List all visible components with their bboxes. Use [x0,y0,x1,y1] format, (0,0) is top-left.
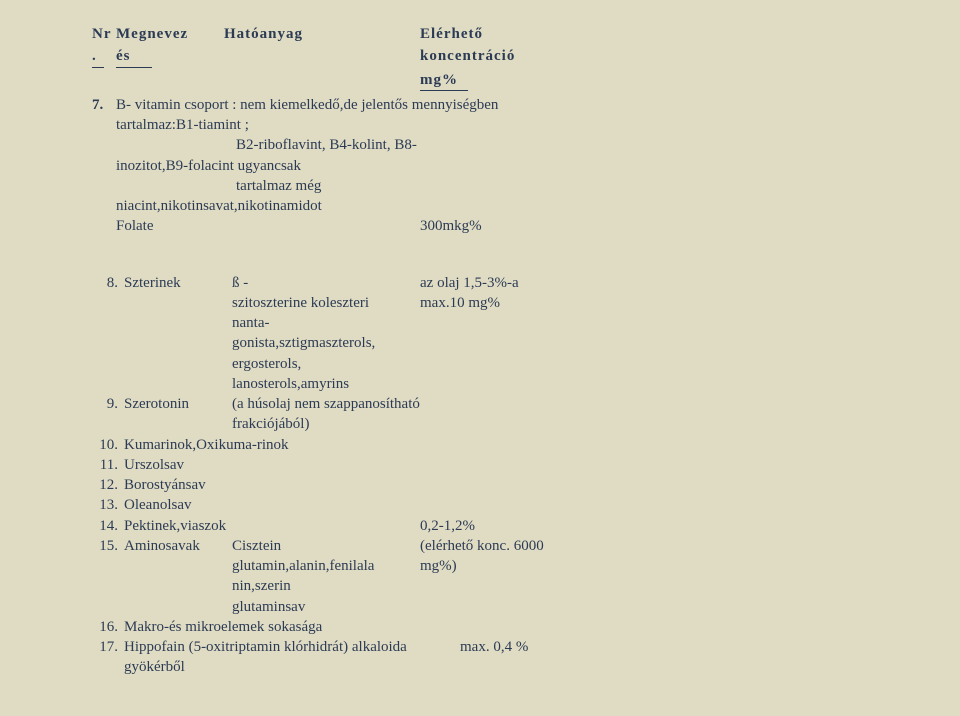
row9-num: 9. [92,394,124,414]
row7-l4: inozitot,B9-folacint ugyancsak [116,156,960,176]
hdr-conc1: Elérhető [420,24,620,44]
row8-name: Szterinek [124,273,232,293]
row-11: 11.Urszolsav [92,455,960,475]
row7-l1: B- vitamin csoport : nem kiemelkedő,de j… [116,95,960,115]
row8-i3: nanta- [232,313,420,333]
row-14: 14. Pektinek,viaszok 0,2-1,2% [92,516,960,536]
row8-i1: ß - [232,273,420,293]
row8-i2: szitoszterine koleszteri [232,293,420,313]
hdr-conc2: koncentráció [420,46,620,67]
row8-i5: ergosterols, [232,354,420,374]
row-17: 17. Hippofain (5-oxitriptamin klórhidrát… [92,637,960,657]
row9-name: Szerotonin [124,394,232,414]
row-8: 8. Szterinek ß - az olaj 1,5-3%-a [92,273,960,293]
row9-i1: (a húsolaj nem szappanosítható [232,394,420,414]
row-9: 9. Szerotonin (a húsolaj nem szappanosít… [92,394,960,414]
row-16: 16.Makro-és mikroelemek sokasága [92,617,960,637]
hdr-nr: Nr [92,24,116,44]
row8-i6: lanosterols,amyrins [232,374,420,394]
row8-i4: gonista,sztigmaszterols, [232,333,420,353]
row8-c2: max.10 mg% [420,293,620,313]
row-15: 15. Aminosavak Cisztein (elérhető konc. … [92,536,960,556]
row7-l6: niacint,nikotinsavat,nikotinamidot [116,196,960,216]
hdr-ingredient: Hatóanyag [224,24,420,44]
row7-l2: tartalmaz:B1-tiamint ; [116,115,960,135]
row7-l5: tartalmaz még [116,176,960,196]
row8-num: 8. [92,273,124,293]
row8-c1: az olaj 1,5-3%-a [420,273,620,293]
hdr-dot: . [92,46,104,67]
row7-folate: Folate [116,216,420,236]
row-13: 13.Oleanolsav [92,495,960,515]
row7-l3: B2-riboflavint, B4-kolint, B8- [116,135,960,155]
hdr-conc3: mg% [420,70,468,91]
row9-i2: frakciójából) [232,414,420,434]
hdr-name1: Megnevez [116,24,224,44]
hdr-name2: és [116,46,152,67]
row-12: 12.Borostyánsav [92,475,960,495]
row7-num: 7. [92,95,116,237]
row7-folate-val: 300mkg% [420,216,482,236]
row-7: 7. B- vitamin csoport : nem kiemelkedő,d… [92,95,960,237]
row-10: 10.Kumarinok,Oxikuma-rinok [92,435,960,455]
table-header: Nr Megnevez Hatóanyag Elérhető . és konc… [92,24,960,91]
